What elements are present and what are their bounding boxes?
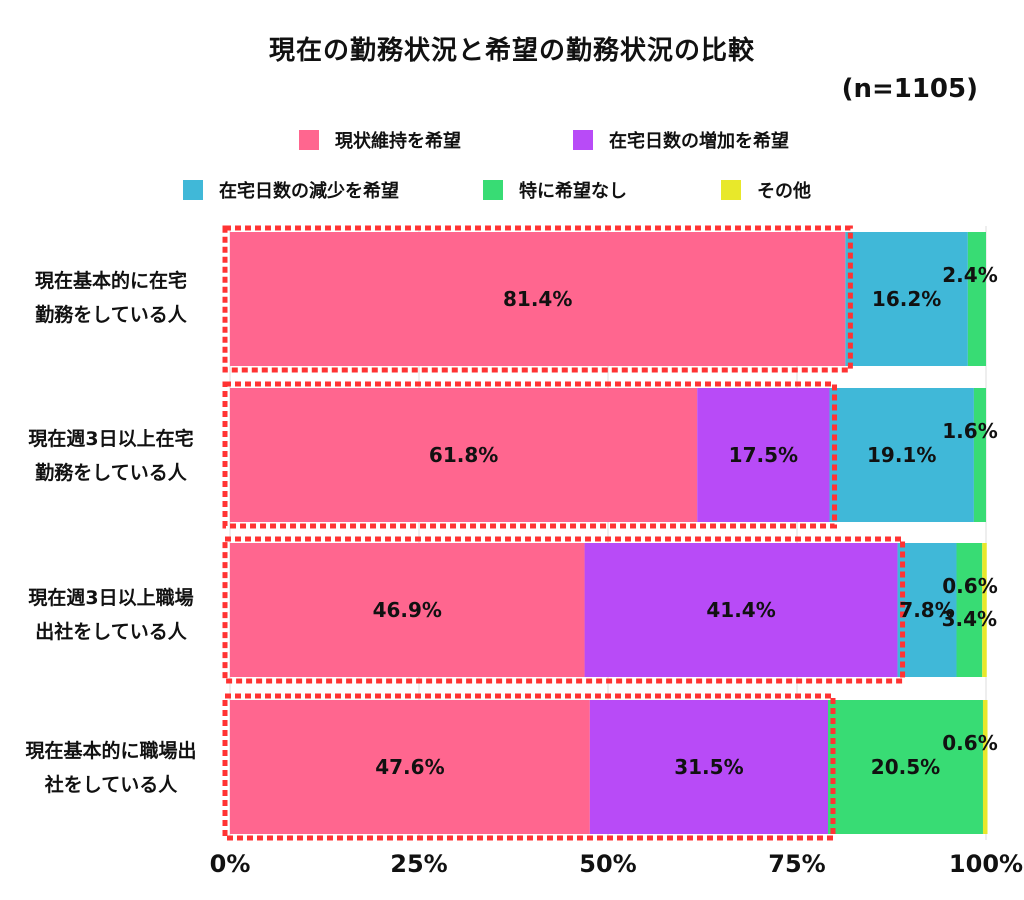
category-label-line: 現在基本的に職場出 bbox=[25, 740, 197, 762]
bar-segment bbox=[956, 543, 983, 677]
category-label-line: 現在週3日以上職場 bbox=[28, 587, 194, 609]
category-label-line: 現在週3日以上在宅 bbox=[28, 428, 194, 450]
legend-swatch-decrease bbox=[183, 180, 203, 200]
legend-label-decrease: 在宅日数の減少を希望 bbox=[219, 181, 399, 202]
data-label: 47.6% bbox=[375, 755, 444, 779]
legend-swatch-other bbox=[721, 180, 741, 200]
data-label: 81.4% bbox=[503, 287, 572, 311]
bar-segment bbox=[584, 543, 898, 677]
highlight-box bbox=[222, 693, 836, 841]
data-label: 16.2% bbox=[872, 287, 941, 311]
bar-segment bbox=[973, 388, 986, 522]
legend-label-increase: 在宅日数の増加を希望 bbox=[609, 131, 789, 152]
legend-item-increase: 在宅日数の増加を希望 bbox=[573, 127, 789, 153]
x-tick-label: 0% bbox=[209, 850, 251, 878]
x-tick-label: 50% bbox=[579, 850, 637, 878]
category-label-line: 勤務をしている人 bbox=[35, 304, 187, 326]
legend-item-none: 特に希望なし bbox=[483, 177, 627, 203]
bar-segment bbox=[829, 388, 974, 522]
data-label: 46.9% bbox=[373, 598, 442, 622]
category-label-line: 出社をしている人 bbox=[35, 621, 187, 643]
legend-label-keep: 現状維持を希望 bbox=[335, 131, 461, 152]
data-label: 0.6% bbox=[942, 574, 997, 598]
bar-segment bbox=[982, 700, 988, 834]
data-label: 2.4% bbox=[942, 263, 997, 287]
x-tick-label: 25% bbox=[390, 850, 448, 878]
bar-segment bbox=[230, 543, 585, 677]
bar-segment bbox=[827, 700, 983, 834]
legend-label-none: 特に希望なし bbox=[519, 181, 627, 202]
data-label: 17.5% bbox=[729, 443, 798, 467]
highlight-box bbox=[222, 225, 853, 373]
bar-segment bbox=[230, 388, 698, 522]
bar-segment bbox=[967, 232, 986, 366]
x-tick-label: 100% bbox=[948, 850, 1024, 878]
chart-title: 現在の勤務状況と希望の勤務状況の比較 bbox=[268, 36, 755, 66]
x-tick-label: 75% bbox=[768, 850, 826, 878]
bar-segment bbox=[589, 700, 828, 834]
category-label-line: 社をしている人 bbox=[44, 774, 178, 796]
category-label: 現在週3日以上職場 出社をしている人 bbox=[0, 581, 222, 649]
legend-swatch-increase bbox=[573, 130, 593, 150]
data-label: 3.4% bbox=[942, 607, 997, 631]
data-label: 1.6% bbox=[942, 419, 997, 443]
category-label: 現在基本的に職場出 社をしている人 bbox=[0, 734, 222, 802]
bar-segment bbox=[230, 232, 846, 366]
category-label-line: 勤務をしている人 bbox=[35, 462, 187, 484]
data-label: 7.8% bbox=[899, 598, 954, 622]
data-label: 19.1% bbox=[867, 443, 936, 467]
data-label: 20.5% bbox=[871, 755, 940, 779]
legend-item-other: その他 bbox=[721, 177, 811, 203]
sample-size: (n=1105) bbox=[841, 74, 978, 104]
data-label: 31.5% bbox=[674, 755, 743, 779]
bar-segment bbox=[845, 232, 968, 366]
legend-label-other: その他 bbox=[757, 181, 811, 202]
data-label: 0.6% bbox=[942, 731, 997, 755]
bar-segment bbox=[697, 388, 830, 522]
legend-item-keep: 現状維持を希望 bbox=[299, 127, 461, 153]
legend-swatch-none bbox=[483, 180, 503, 200]
highlight-box bbox=[222, 381, 838, 529]
data-label: 41.4% bbox=[706, 598, 775, 622]
bar-segment bbox=[982, 543, 987, 677]
bar-segment bbox=[897, 543, 957, 677]
category-label: 現在基本的に在宅 勤務をしている人 bbox=[0, 264, 222, 332]
bar-segment bbox=[230, 700, 590, 834]
data-label: 61.8% bbox=[429, 443, 498, 467]
legend-swatch-keep bbox=[299, 130, 319, 150]
category-label: 現在週3日以上在宅 勤務をしている人 bbox=[0, 422, 222, 490]
legend-item-decrease: 在宅日数の減少を希望 bbox=[183, 177, 399, 203]
category-label-line: 現在基本的に在宅 bbox=[34, 270, 187, 292]
